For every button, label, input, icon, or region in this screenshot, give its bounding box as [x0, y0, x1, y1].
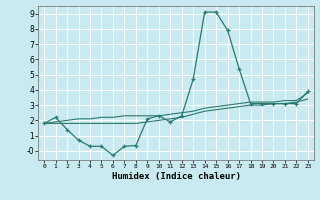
X-axis label: Humidex (Indice chaleur): Humidex (Indice chaleur) — [111, 172, 241, 181]
